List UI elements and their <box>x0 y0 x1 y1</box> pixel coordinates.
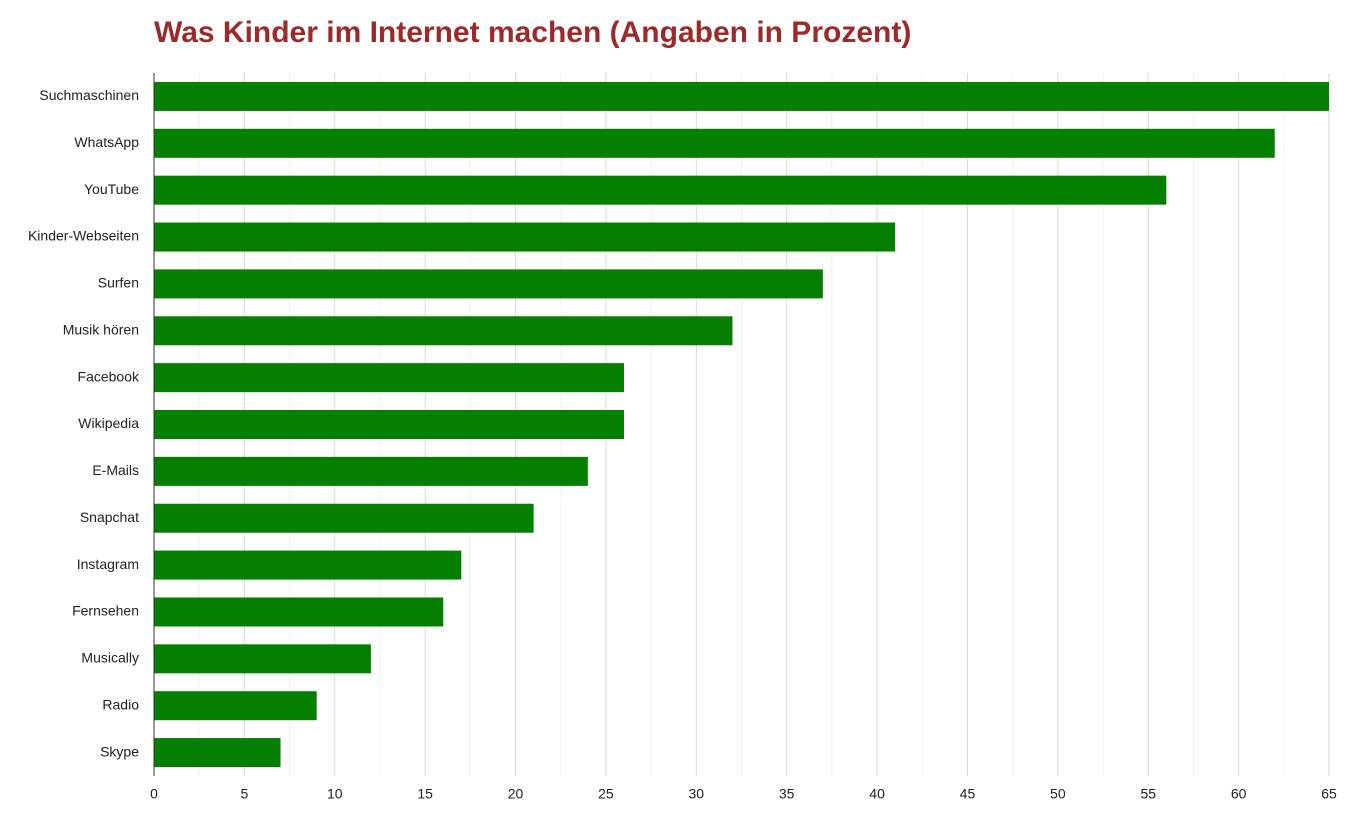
x-tick-label: 50 <box>1050 786 1066 802</box>
bar <box>154 550 462 580</box>
y-tick-label: Suchmaschinen <box>39 87 139 103</box>
bar <box>154 691 317 721</box>
x-tick-label: 25 <box>598 786 614 802</box>
bar <box>154 175 1167 205</box>
y-tick-label: WhatsApp <box>74 134 139 150</box>
x-tick-label: 5 <box>240 786 248 802</box>
y-tick-label: Surfen <box>98 275 139 291</box>
bar <box>154 128 1275 158</box>
y-tick-label: Instagram <box>77 556 139 572</box>
x-tick-label: 15 <box>417 786 433 802</box>
bar <box>154 503 534 533</box>
y-tick-label: Snapchat <box>80 509 139 525</box>
y-tick-label: Radio <box>102 696 139 712</box>
y-tick-label: Musik hören <box>63 321 139 337</box>
x-tick-label: 60 <box>1231 786 1247 802</box>
x-tick-label: 20 <box>508 786 524 802</box>
x-tick-label: 30 <box>689 786 705 802</box>
bar <box>154 644 371 674</box>
bar <box>154 81 1329 111</box>
y-tick-label: YouTube <box>84 181 139 197</box>
bar <box>154 456 588 486</box>
bar <box>154 269 823 299</box>
y-tick-label: Kinder-Webseiten <box>28 228 139 244</box>
y-tick-label: Wikipedia <box>78 415 139 431</box>
y-tick-label: Facebook <box>78 368 140 384</box>
x-tick-label: 10 <box>327 786 343 802</box>
x-tick-label: 35 <box>779 786 795 802</box>
chart-title: Was Kinder im Internet machen (Angaben i… <box>154 16 911 49</box>
bar <box>154 597 444 627</box>
y-tick-label: Musically <box>81 650 139 666</box>
x-tick-label: 65 <box>1321 786 1337 802</box>
bar <box>154 363 624 393</box>
bar <box>154 316 733 346</box>
bar <box>154 410 624 439</box>
y-tick-label: Skype <box>100 743 139 759</box>
x-tick-label: 55 <box>1140 786 1156 802</box>
x-tick-label: 40 <box>869 786 885 802</box>
bar <box>154 222 896 252</box>
y-tick-label: E-Mails <box>92 462 139 478</box>
bar <box>154 738 281 768</box>
y-tick-label: Fernsehen <box>72 603 139 619</box>
x-tick-label: 45 <box>960 786 976 802</box>
x-tick-label: 0 <box>150 786 158 802</box>
